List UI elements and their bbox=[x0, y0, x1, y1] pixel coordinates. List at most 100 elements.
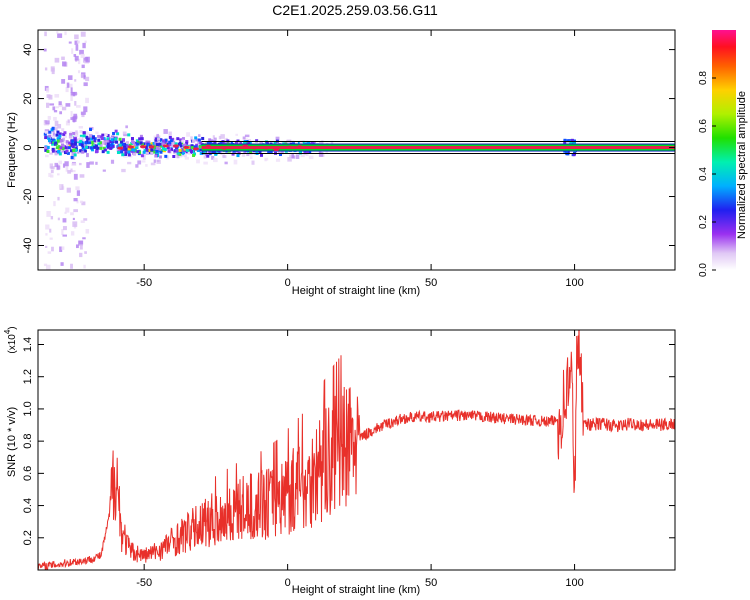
spectrogram-band-cell bbox=[168, 141, 172, 145]
spectrogram-band-cell bbox=[93, 145, 97, 149]
spectrogram-noise-cell bbox=[58, 101, 62, 106]
spectrogram-band-cell bbox=[89, 128, 93, 132]
spectrogram-noise-cell bbox=[43, 48, 47, 52]
spectrogram-band-cell bbox=[46, 145, 50, 149]
spectrogram-band-cell bbox=[94, 150, 98, 154]
spectrogram-x-axis-title: Height of straight line (km) bbox=[292, 285, 420, 297]
spectrogram-band-cell bbox=[166, 146, 170, 150]
spectrogram-noise-cell bbox=[44, 31, 47, 37]
spectrogram-noise-cell bbox=[78, 240, 84, 245]
spectrogram-band-cell bbox=[110, 141, 114, 145]
spectrogram-noise-cell bbox=[74, 55, 79, 61]
spectrogram-noise-cell bbox=[220, 134, 225, 139]
snr-y-tick-label: 1.0 bbox=[22, 401, 34, 416]
spectrogram-band-cell bbox=[159, 150, 163, 154]
spectrogram-band-cell bbox=[237, 141, 241, 145]
spectrogram-x-ticks: -50 0 50 100 bbox=[136, 30, 584, 289]
spectrogram-noise-cell bbox=[125, 125, 128, 129]
spectrogram-noise-cell bbox=[71, 48, 74, 54]
colorbar-tick-label: 0.2 bbox=[698, 215, 709, 229]
spectrogram-band-cell bbox=[58, 134, 62, 138]
spectrogram-band-cell bbox=[142, 150, 146, 154]
spectrogram-noise-cell bbox=[56, 31, 59, 34]
track-peak-dot bbox=[251, 146, 258, 150]
spectrogram-band-cell bbox=[305, 150, 309, 154]
spectrogram-band-cell bbox=[151, 142, 155, 146]
spectrogram-noise-cell bbox=[81, 113, 85, 118]
spectrogram-band-cell bbox=[123, 142, 127, 146]
snr-y-ticks: 0.2 0.4 0.6 0.8 1.0 1.2 1.4 bbox=[22, 337, 675, 545]
snr-y-multiplier-base: (x10 bbox=[7, 334, 18, 354]
spectrogram-band-cell bbox=[152, 141, 156, 145]
spectrogram-noise-cell bbox=[65, 103, 71, 107]
spectrogram-noise-cell bbox=[81, 201, 86, 206]
spectrogram-band-cell bbox=[206, 154, 210, 158]
spectrogram-band-cell bbox=[101, 133, 105, 137]
spectrogram-noise-cell bbox=[67, 170, 72, 174]
spectrogram-band-cell bbox=[86, 137, 90, 141]
spectrogram-band-cell bbox=[54, 141, 58, 145]
spectrogram-noise-cell bbox=[51, 246, 54, 252]
spectrogram-band-cell bbox=[55, 146, 59, 150]
spectrogram-noise-cell bbox=[85, 76, 90, 82]
spectrogram-band-cell bbox=[104, 142, 108, 146]
spectrogram-noise-cell bbox=[78, 126, 83, 129]
spectrogram-band-cell bbox=[125, 143, 129, 147]
spectrogram-noise-cell bbox=[53, 116, 57, 121]
spectrogram-band-cell bbox=[101, 141, 105, 145]
spectrogram-band-cell bbox=[58, 152, 62, 156]
spectrogram-band-cell bbox=[127, 147, 131, 151]
spectrogram-noise-cell bbox=[55, 106, 59, 109]
spectrogram-noise-cell bbox=[80, 31, 86, 37]
spectrogram-band-cell bbox=[176, 137, 180, 141]
spectrogram-noise-cell bbox=[281, 150, 284, 155]
spectrogram-noise-cell bbox=[224, 161, 228, 165]
spectrogram-noise-cell bbox=[218, 135, 222, 140]
spectrogram-band-cell bbox=[97, 142, 101, 146]
spectrogram-band-cell bbox=[99, 141, 103, 145]
spectrogram-band-cell bbox=[120, 150, 124, 154]
spectrogram-event-cell bbox=[563, 138, 567, 142]
spectrogram-noise-cell bbox=[59, 111, 63, 115]
spectrogram-band-cell bbox=[159, 148, 163, 152]
spectrogram-y-tick-label: 20 bbox=[22, 92, 34, 104]
spectrogram-band-cell bbox=[69, 149, 73, 153]
spectrogram-noise-cell bbox=[62, 226, 67, 231]
spectrogram-band-cell bbox=[192, 153, 196, 157]
spectrogram-noise-cell bbox=[53, 110, 58, 113]
spectrogram-band-cell bbox=[115, 140, 119, 144]
spectrogram-noise-cell bbox=[62, 163, 66, 168]
spectrogram-noise-cell bbox=[156, 159, 161, 164]
spectrogram-band-cell bbox=[70, 140, 74, 144]
spectrogram-band-cell bbox=[82, 134, 86, 138]
spectrogram-noise-cell bbox=[85, 97, 89, 104]
spectrogram-noise-cell bbox=[61, 228, 64, 235]
spectrogram-band-cell bbox=[187, 151, 191, 155]
spectrogram-noise-cell bbox=[76, 105, 81, 108]
spectrogram-noise-cell bbox=[95, 131, 99, 135]
spectrogram-band-cell bbox=[135, 145, 139, 149]
spectrogram-band-cell bbox=[121, 153, 125, 157]
spectrogram-noise-cell bbox=[83, 106, 88, 113]
spectrogram-band-cell bbox=[97, 134, 101, 138]
spectrogram-band-cell bbox=[258, 150, 262, 154]
spectrogram-band-cell bbox=[68, 144, 72, 148]
spectrogram-band-cell bbox=[56, 137, 60, 141]
spectrogram-noise-cell bbox=[81, 64, 85, 69]
spectrogram-noise-cell bbox=[235, 133, 239, 136]
spectrogram-band-cell bbox=[125, 141, 129, 145]
spectrogram-band-cell bbox=[179, 144, 183, 148]
track-peak-dot bbox=[162, 144, 169, 148]
spectrogram-band-cell bbox=[124, 151, 128, 155]
spectrogram-noise-cell bbox=[80, 73, 84, 79]
spectrogram-noise-cell bbox=[70, 263, 73, 269]
spectrogram-noise-cell bbox=[56, 165, 61, 170]
spectrogram-noise-cell bbox=[50, 216, 54, 220]
spectrogram-noise-cell bbox=[67, 75, 73, 80]
spectrogram-band-cell bbox=[208, 151, 212, 155]
spectrogram-band-cell bbox=[305, 140, 309, 144]
spectrogram-noise-cell bbox=[45, 245, 48, 248]
spectrogram-noise-cell bbox=[65, 166, 69, 172]
snr-frame bbox=[37, 329, 676, 571]
spectrogram-band-cell bbox=[49, 140, 53, 144]
